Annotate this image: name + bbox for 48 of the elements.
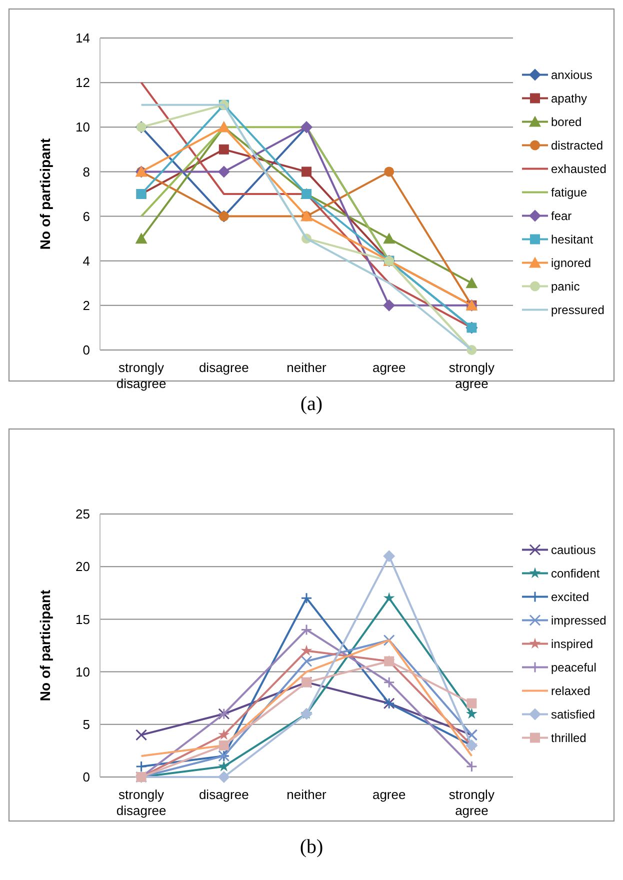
- y-axis-title: No of participant: [37, 138, 53, 250]
- y-tick-label: 8: [82, 164, 90, 180]
- y-tick-label: 10: [76, 120, 90, 135]
- legend-label: impressed: [551, 613, 606, 628]
- y-tick-label: 5: [82, 716, 90, 732]
- text: (b): [300, 836, 324, 858]
- y-tick-label: 12: [76, 75, 90, 90]
- x-tick-label: disagree: [198, 360, 249, 375]
- legend-label: pressured: [551, 302, 604, 317]
- y-tick-label: 0: [82, 342, 90, 358]
- text: (a): [300, 393, 323, 415]
- y-tick-label: 0: [82, 770, 90, 785]
- x-tick-label: strongly disagree: [116, 787, 166, 818]
- legend-label: excited: [551, 590, 590, 604]
- legend-label: confident: [551, 566, 600, 580]
- x-tick-label: strongly disagree: [116, 360, 166, 391]
- y-tick-label: 4: [82, 253, 90, 268]
- legend-label: distracted: [551, 138, 604, 152]
- legend-label: relaxed: [551, 684, 590, 698]
- y-tick-label: 6: [82, 208, 90, 224]
- legend-label: exhausted: [551, 162, 606, 176]
- legend-label: fear: [551, 208, 572, 223]
- y-tick-label: 15: [76, 612, 90, 627]
- legend-label: inspired: [551, 636, 594, 651]
- y-tick-label: 25: [76, 506, 90, 522]
- y-tick-label: 20: [76, 559, 90, 574]
- y-axis-title: No of participant: [37, 590, 53, 702]
- x-tick-label: strongly agree: [448, 360, 495, 391]
- legend-label: cautious: [551, 542, 596, 557]
- legend-label: fatigue: [551, 185, 588, 200]
- x-tick-label: strongly agree: [448, 787, 495, 818]
- x-tick-label: neither: [286, 787, 328, 802]
- legend-label: apathy: [551, 91, 588, 106]
- legend-label: peaceful: [551, 660, 596, 674]
- legend-label: satisfied: [551, 707, 596, 722]
- legend-label: bored: [551, 114, 582, 129]
- x-tick-label: neither: [286, 360, 328, 375]
- y-tick-label: 2: [82, 298, 90, 313]
- legend-label: hesitant: [551, 232, 594, 246]
- x-tick-label: agree: [372, 360, 406, 375]
- y-tick-label: 14: [76, 30, 90, 46]
- legend-label: ignored: [551, 256, 592, 270]
- x-tick-label: disagree: [198, 787, 249, 802]
- x-tick-label: agree: [372, 787, 406, 802]
- y-tick-label: 10: [76, 664, 90, 680]
- legend-label: panic: [551, 279, 580, 294]
- legend-label: thrilled: [551, 730, 586, 745]
- legend-label: anxious: [551, 68, 592, 82]
